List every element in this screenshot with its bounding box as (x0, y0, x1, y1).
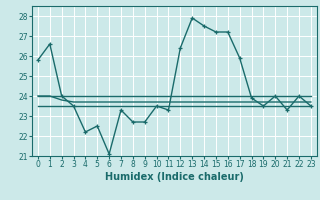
X-axis label: Humidex (Indice chaleur): Humidex (Indice chaleur) (105, 172, 244, 182)
